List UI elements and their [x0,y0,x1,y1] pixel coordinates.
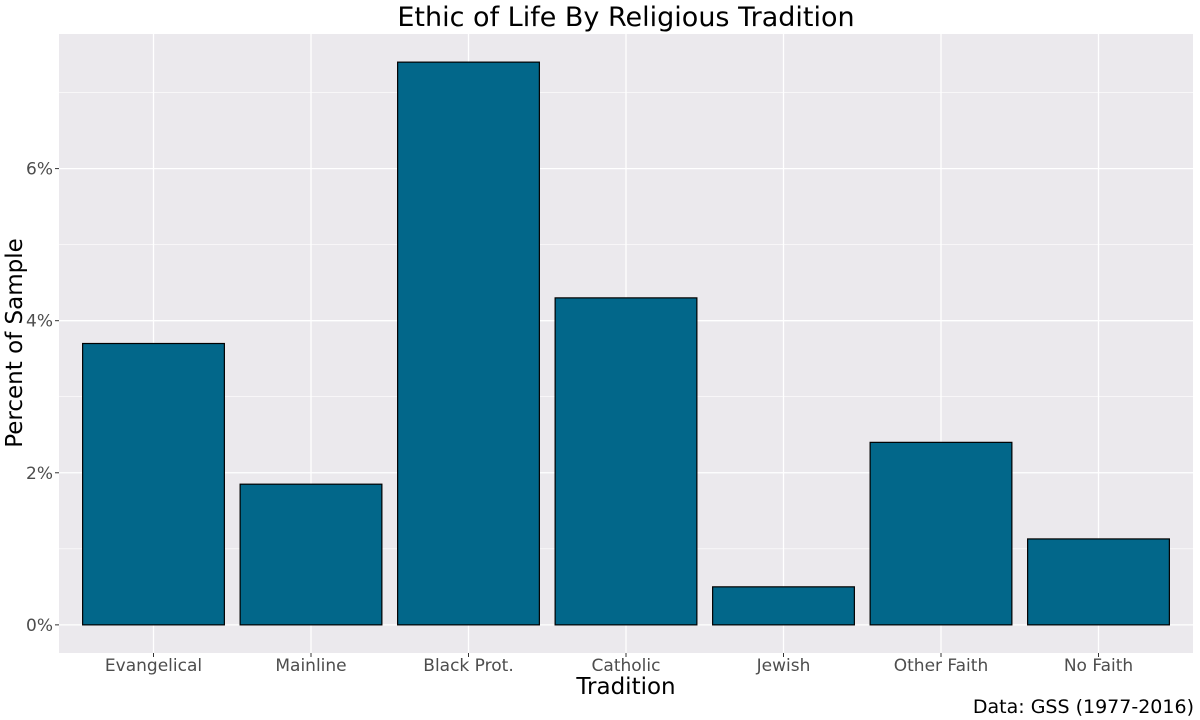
bar-mainline [239,483,383,626]
x-tick-label: Other Faith [894,656,988,676]
bar-jewish [712,586,855,626]
bar-no-faith [1027,538,1170,626]
bar-catholic [554,297,698,626]
x-tick-label: Evangelical [105,656,202,676]
chart-title: Ethic of Life By Religious Tradition [397,2,854,33]
bar-evangelical [82,342,225,626]
y-axis-title: Percent of Sample [2,238,28,448]
y-axis: 0% 2% 4% 6% [26,160,59,636]
bar-other-faith [869,441,1013,626]
x-tick-label: Mainline [275,656,346,676]
chart-caption: Data: GSS (1977-2016) [973,696,1194,718]
y-tick-label: 2% [26,464,53,484]
x-tick-label: No Faith [1064,656,1133,676]
x-tick-label: Jewish [756,656,811,676]
x-axis: Evangelical Mainline Black Prot. Catholic Je… [105,653,1133,676]
bar-black-prot [397,61,540,626]
y-tick-label: 4% [26,312,53,332]
bars [82,61,1170,626]
x-tick-label: Black Prot. [423,656,513,676]
y-tick-label: 0% [26,616,53,636]
x-axis-title: Tradition [575,674,675,700]
y-tick-label: 6% [26,160,53,180]
x-tick-label: Catholic [592,656,661,676]
